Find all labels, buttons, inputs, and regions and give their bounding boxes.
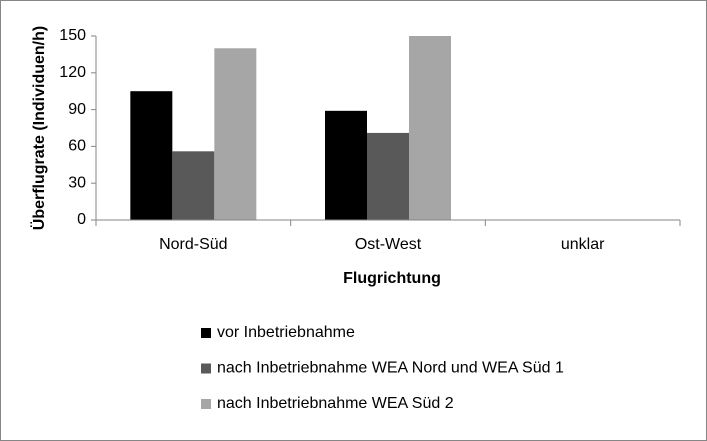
bar: [130, 91, 173, 220]
y-tick-label: 150: [59, 27, 86, 44]
bar: [325, 110, 367, 220]
legend-label: vor Inbetriebnahme: [217, 324, 355, 341]
bar: [409, 36, 451, 220]
y-tick-label: 90: [68, 101, 86, 118]
y-tick-label: 120: [59, 64, 86, 81]
x-axis-title: Flugrichtung: [343, 270, 441, 287]
x-tick-label: unklar: [561, 236, 605, 253]
y-tick-label: 60: [68, 138, 86, 155]
y-axis-title: Überflugrate (Individuen/h): [29, 26, 48, 230]
y-tick-label: 30: [68, 174, 86, 191]
bar: [172, 151, 215, 220]
legend-label: nach Inbetriebnahme WEA Nord und WEA Süd…: [217, 360, 564, 377]
x-tick-label: Ost-West: [355, 236, 422, 253]
bar: [214, 48, 257, 221]
legend-swatch: [201, 363, 211, 374]
legend-swatch: [201, 328, 211, 338]
legend-label: nach Inbetriebnahme WEA Süd 2: [217, 395, 454, 412]
legend-swatch: [201, 399, 211, 409]
x-tick-label: Nord-Süd: [159, 236, 227, 253]
bar: [367, 132, 409, 220]
y-tick-label: 0: [77, 211, 86, 228]
